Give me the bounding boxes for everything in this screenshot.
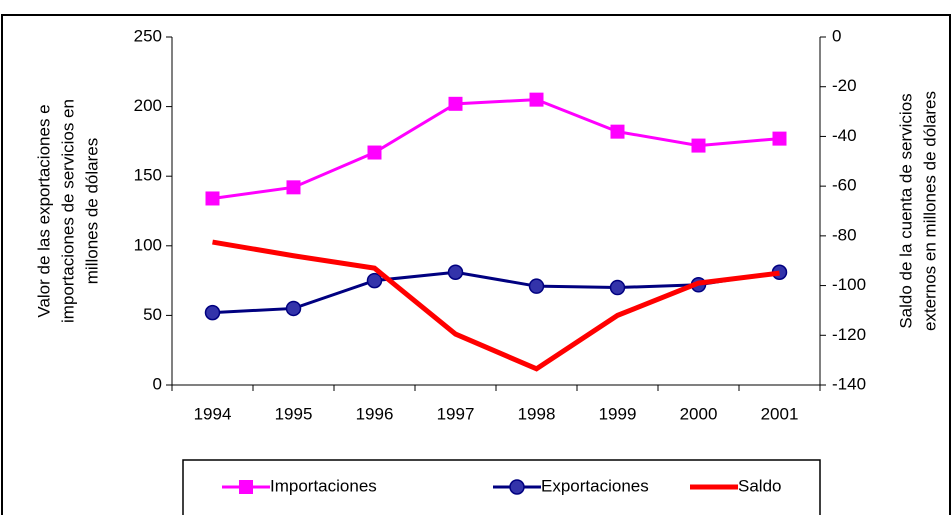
x-tick-label: 1996: [356, 404, 394, 423]
y2-tick-label: -140: [832, 374, 866, 393]
x-tick-label: 1999: [599, 404, 637, 423]
marker: [204, 304, 221, 321]
marker: [367, 145, 382, 160]
marker: [448, 96, 463, 111]
y-tick-label: 200: [134, 96, 162, 115]
y-tick-label: 50: [143, 305, 162, 324]
marker: [366, 272, 383, 289]
marker: [447, 264, 464, 280]
marker: [528, 278, 545, 294]
marker: [772, 131, 787, 146]
x-tick-label: 1995: [275, 404, 313, 423]
x-tick-label: 1997: [437, 404, 475, 423]
marker: [285, 300, 302, 317]
marker: [610, 124, 625, 139]
y-axis-label: Valor de las exportaciones e: [34, 104, 53, 317]
x-tick-label: 2001: [761, 404, 799, 423]
y2-tick-label: -40: [832, 126, 857, 145]
y2-tick-label: 0: [832, 26, 841, 45]
y-tick-label: 0: [153, 374, 162, 393]
y2-axis-label: externos en millones de dólares: [920, 91, 939, 331]
marker: [609, 279, 626, 296]
legend-label: Exportaciones: [541, 476, 649, 495]
y2-tick-label: -20: [832, 76, 857, 95]
y-axis-label: millones de dólares: [82, 138, 101, 284]
x-tick-label: 2000: [680, 404, 718, 423]
marker: [286, 180, 301, 195]
chart-border: [1, 14, 951, 515]
legend-marker: [239, 480, 253, 494]
marker: [529, 92, 544, 107]
y2-tick-label: -60: [832, 176, 857, 195]
series-line: [212, 270, 780, 315]
y-tick-label: 100: [134, 235, 162, 254]
y-tick-label: 250: [134, 26, 162, 45]
legend-label: Importaciones: [270, 476, 377, 495]
y-tick-label: 150: [134, 166, 162, 185]
x-tick-label: 1998: [518, 404, 556, 423]
y2-tick-label: -80: [832, 225, 857, 244]
marker: [205, 191, 220, 206]
y2-tick-label: -120: [832, 325, 866, 344]
legend-marker: [509, 479, 525, 495]
y2-tick-label: -100: [832, 275, 866, 294]
legend-label: Saldo: [738, 476, 781, 495]
series-line: [212, 239, 780, 372]
marker: [691, 138, 706, 153]
series-line: [212, 98, 780, 200]
y2-axis-label: Saldo de la cuenta de servicios: [896, 93, 915, 328]
x-tick-label: 1994: [194, 404, 232, 423]
y-axis-label: importaciones de servicios en: [58, 99, 77, 323]
